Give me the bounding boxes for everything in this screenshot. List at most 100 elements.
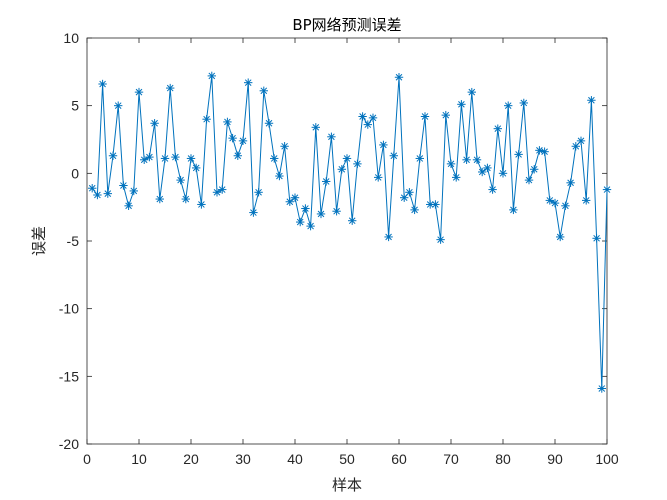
data-point [192,163,201,173]
data-point [93,190,102,200]
data-point [114,101,123,110]
data-point [207,71,216,81]
data-point [436,235,445,244]
y-tick-label: -10 [59,301,79,317]
x-axis-label: 样本 [332,476,362,494]
data-point [576,136,586,146]
y-axis: -20 -15 -10 -5 0 5 10 [59,30,607,452]
data-point [160,154,170,163]
y-tick-label: 0 [71,165,79,181]
data-point [197,200,206,209]
data-point [124,201,133,211]
data-point [410,205,419,215]
data-point [311,123,320,132]
data-point [108,151,118,160]
data-point [415,154,424,163]
data-point [259,86,268,95]
x-tick-label: 20 [183,451,199,467]
data-point [493,124,502,133]
data-point [353,159,362,169]
data-point [498,169,508,178]
data-point [561,201,570,211]
data-point [290,193,300,202]
data-point [98,79,107,89]
x-tick-label: 80 [495,451,511,467]
data-point [535,146,544,155]
data-point [186,154,196,163]
data-point [337,165,346,174]
data-point [181,194,190,204]
data-point [405,188,414,197]
data-point [88,184,97,193]
y-tick-label: -20 [59,436,79,452]
data-point [327,132,336,141]
data-point [504,101,513,110]
data-point [368,113,378,123]
x-tick-label: 0 [83,451,91,467]
chart-title: BP网络预测误差 [292,16,401,34]
data-point [582,196,591,205]
data-point [509,205,518,215]
data-point [592,234,601,243]
data-point [446,159,456,169]
data-point [452,173,461,182]
x-axis: 0 10 20 30 40 50 60 70 80 90 100 [83,38,619,467]
data-point [384,232,393,242]
data-point [223,117,232,127]
data-point [150,119,159,128]
data-point [280,142,289,151]
data-point [374,173,383,182]
data-point [342,154,352,163]
data-point [358,112,367,121]
series-error [88,71,612,393]
data-point [597,384,606,393]
y-tick-label: -5 [67,233,80,249]
data-point [514,150,523,159]
data-point [238,136,248,146]
data-point [467,87,476,97]
plot-area [86,37,608,445]
data-point [472,155,482,164]
data-point [134,87,144,97]
x-tick-label: 50 [339,451,355,467]
data-point [270,154,279,163]
data-point [119,181,128,190]
data-point [556,232,565,242]
data-point [176,175,185,185]
data-point [441,110,450,120]
data-point [566,178,575,188]
data-point [488,185,497,194]
data-point [363,120,372,129]
data-point [483,163,492,173]
data-point [457,100,466,109]
x-tick-label: 70 [443,451,459,467]
data-point [322,177,331,186]
data-point [524,175,534,185]
x-tick-label: 40 [287,451,303,467]
x-tick-label: 100 [595,451,619,467]
data-point [394,73,404,82]
data-point [275,171,284,181]
data-point [244,78,253,87]
data-point [301,204,310,213]
data-point [431,200,440,209]
x-tick-label: 90 [547,451,563,467]
data-point [530,165,539,174]
data-point [379,140,388,150]
data-point [550,198,560,208]
data-point [218,185,227,194]
data-point [296,217,305,227]
data-point [306,221,315,231]
data-point [285,197,294,206]
data-point [171,152,180,162]
data-point [478,167,487,177]
data-point [316,209,326,219]
data-point [540,147,549,156]
data-point [462,155,471,164]
data-point [228,133,237,143]
data-point [420,112,430,121]
data-point [254,188,263,197]
data-point [400,193,409,202]
data-point [348,216,357,225]
